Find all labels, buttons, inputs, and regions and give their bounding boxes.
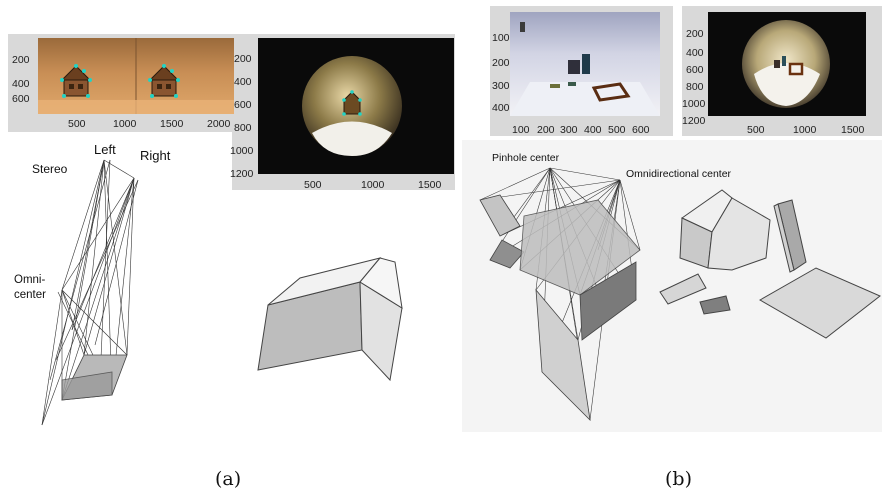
pinhole-ytick: 400 [492, 102, 510, 114]
omni-image-b [708, 12, 866, 116]
pinhole-xtick: 400 [584, 124, 602, 136]
stereo-image-pair [38, 38, 234, 114]
omni-ytick: 600 [234, 99, 252, 111]
omni-scene-sketch [659, 189, 881, 339]
omni-b-ytick: 1200 [682, 115, 706, 127]
stereo-xtick: 1000 [113, 118, 137, 130]
pinhole-ytick: 100 [492, 32, 510, 44]
omni-b-ytick: 600 [686, 64, 704, 76]
omni-ytick: 1200 [230, 168, 254, 180]
figure-panel-b: 100 200 300 400 100 200 300 400 500 600 … [460, 0, 883, 490]
omni-b-ytick: 200 [686, 28, 704, 40]
omni-b-xtick: 1000 [793, 124, 817, 136]
stereo-xtick: 500 [68, 118, 86, 130]
label-omni-line1: Omni- [14, 274, 46, 286]
pinhole-ytick: 300 [492, 80, 510, 92]
reconstruction-a [41, 159, 403, 426]
stereo-xtick: 2000 [207, 118, 231, 130]
caption-a: (a) [215, 468, 242, 490]
house-sketch-small-a [61, 354, 128, 401]
label-omni-center: Omnidirectional center [626, 168, 732, 180]
label-stereo: Stereo [32, 162, 68, 176]
pinhole-xtick: 500 [608, 124, 626, 136]
reconstruction-b [479, 167, 881, 422]
stereo-xtick: 1500 [160, 118, 184, 130]
stereo-ytick: 400 [12, 78, 30, 90]
omni-b-xtick: 500 [747, 124, 765, 136]
omni-b-ytick: 400 [686, 47, 704, 59]
stereo-ytick: 200 [12, 54, 30, 66]
omni-ytick: 1000 [230, 145, 254, 157]
pinhole-xtick: 100 [512, 124, 530, 136]
stereo-ytick: 600 [12, 93, 30, 105]
caption-b: (b) [665, 468, 692, 490]
omni-b-xtick: 1500 [841, 124, 865, 136]
left-house [60, 64, 92, 98]
omni-image [258, 38, 454, 174]
right-house [148, 64, 180, 98]
figure-panel-a: 200 400 600 500 1000 1500 2000 200 400 6… [0, 0, 460, 490]
pinhole-ytick: 200 [492, 57, 510, 69]
omni-ytick: 200 [234, 53, 252, 65]
omni-xtick: 1000 [361, 179, 385, 191]
pinhole-scene-sketch [479, 194, 641, 422]
label-omni-line2: center [14, 289, 46, 301]
pinhole-xtick: 200 [537, 124, 555, 136]
label-right: Right [140, 148, 171, 163]
omni-ytick: 800 [234, 122, 252, 134]
omni-ytick: 400 [234, 76, 252, 88]
pinhole-xtick: 600 [632, 124, 650, 136]
omni-house-a [342, 90, 362, 116]
pinhole-xtick: 300 [560, 124, 578, 136]
house-sketch-large-a [257, 257, 403, 382]
label-left: Left [94, 142, 116, 157]
omni-b-ytick: 1000 [682, 98, 706, 110]
omni-b-ytick: 800 [686, 81, 704, 93]
omni-xtick: 1500 [418, 179, 442, 191]
white-notch-a [8, 132, 232, 192]
omni-xtick: 500 [304, 179, 322, 191]
pinhole-image [510, 12, 660, 116]
label-pinhole-center: Pinhole center [492, 152, 560, 164]
ray-bundle-a [41, 159, 139, 426]
